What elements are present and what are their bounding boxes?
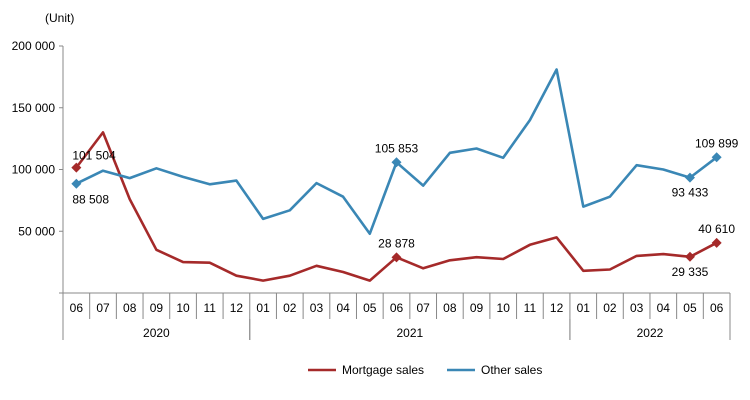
y-tick-label: 150 000 [12, 101, 56, 115]
y-tick-label: 100 000 [12, 163, 56, 177]
x-tick-label: 05 [363, 301, 377, 315]
x-tick-label: 10 [176, 301, 190, 315]
data-point-marker [711, 152, 722, 163]
data-label: 40 610 [698, 222, 735, 236]
data-label: 28 878 [378, 236, 415, 250]
legend-label: Mortgage sales [342, 363, 424, 377]
data-point-marker [684, 172, 695, 183]
data-label: 101 504 [72, 149, 116, 163]
x-tick-label: 06 [710, 301, 724, 315]
x-tick-label: 07 [96, 301, 110, 315]
x-tick-label: 02 [283, 301, 297, 315]
data-label: 105 853 [375, 141, 419, 155]
x-tick-label: 08 [123, 301, 137, 315]
x-tick-label: 06 [70, 301, 84, 315]
x-tick-label: 08 [443, 301, 457, 315]
x-tick-label: 09 [150, 301, 164, 315]
x-tick-label: 03 [310, 301, 324, 315]
data-label: 29 335 [672, 265, 709, 279]
year-group-label: 2020 [143, 326, 170, 340]
x-tick-label: 07 [417, 301, 431, 315]
x-tick-label: 06 [390, 301, 404, 315]
data-labels: 101 504 88 508 105 853 28 878 109 899 93 433 4… [72, 136, 738, 278]
x-tick-label: 04 [657, 301, 671, 315]
data-point-marker [391, 252, 402, 263]
data-point-marker [711, 237, 722, 248]
x-tick-label: 04 [336, 301, 350, 315]
data-point-marker [71, 178, 82, 189]
unit-label: (Unit) [45, 11, 74, 25]
data-label: 93 433 [672, 186, 709, 200]
x-tick-label: 05 [683, 301, 697, 315]
year-group-label: 2021 [396, 326, 423, 340]
legend: Mortgage sales Other sales [308, 363, 542, 377]
x-tick-label: 12 [550, 301, 564, 315]
legend-label: Other sales [481, 363, 542, 377]
year-group-label: 2022 [637, 326, 664, 340]
y-tick-label: 50 000 [18, 224, 55, 238]
x-axis: 06 07 08 09 10 11 12 01 02 03 04 05 06 07 08 09 10 11 12 01… [62, 292, 731, 340]
data-label: 109 899 [695, 136, 739, 150]
data-point-marker [71, 162, 82, 173]
data-label: 88 508 [72, 193, 109, 207]
y-tick-label: 200 000 [12, 39, 56, 53]
x-tick-label: 11 [524, 301, 537, 315]
series-layer [71, 68, 722, 282]
y-axis: 50 000 100 000 150 000 200 000 [12, 39, 64, 294]
x-tick-label: 10 [497, 301, 511, 315]
x-tick-label: 01 [577, 301, 591, 315]
x-tick-label: 03 [630, 301, 644, 315]
data-point-marker [684, 251, 695, 262]
x-tick-label: 02 [603, 301, 617, 315]
x-tick-label: 12 [230, 301, 244, 315]
x-tick-label: 09 [470, 301, 484, 315]
x-tick-label: 01 [256, 301, 270, 315]
x-tick-label: 11 [204, 301, 217, 315]
data-point-marker [391, 157, 402, 168]
